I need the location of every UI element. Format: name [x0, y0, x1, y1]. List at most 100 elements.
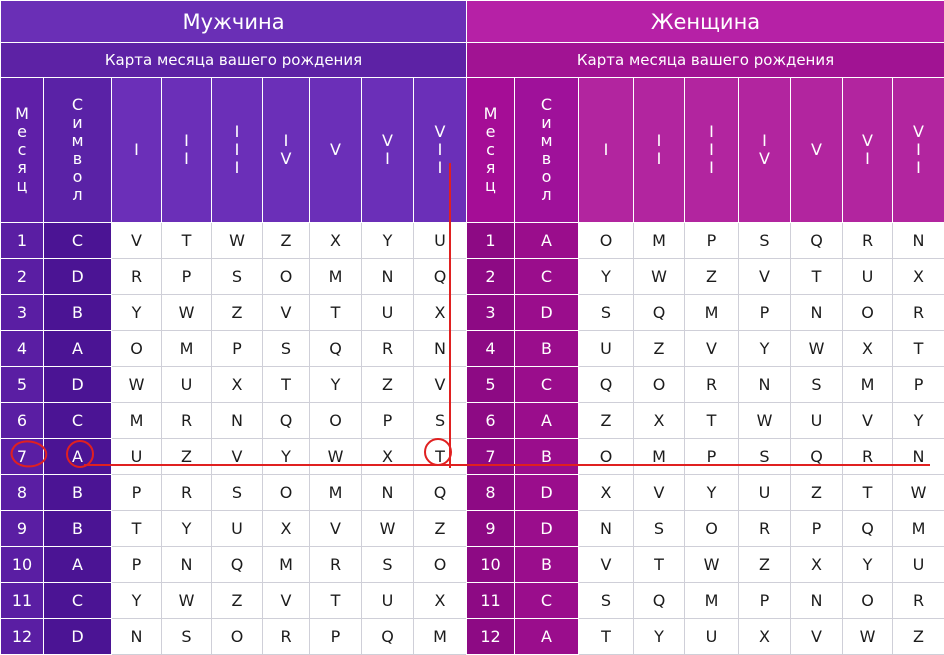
- women-letter-cell: W: [842, 618, 893, 655]
- men-month-cell: 9: [0, 510, 44, 547]
- women-letter-cell: Y: [891, 402, 944, 439]
- men-letter-cell: U: [211, 510, 263, 547]
- table-row: 10 B V T W Z X Y U: [466, 546, 944, 583]
- women-letter-cell: Y: [842, 546, 893, 583]
- women-letter-cell: N: [891, 222, 944, 259]
- women-symbol-cell: D: [514, 294, 579, 331]
- men-symbol-cell: D: [43, 258, 112, 295]
- women-letter-cell: R: [842, 438, 893, 475]
- table-row: 10 A P N Q M R S O: [0, 546, 468, 583]
- men-symbol-cell: A: [43, 438, 112, 475]
- men-letter-cell: O: [309, 402, 362, 439]
- men-symbol-cell: B: [43, 474, 112, 511]
- men-letter-cell: S: [262, 330, 310, 367]
- men-month-cell: 10: [0, 546, 44, 583]
- men-header-row: МесяцМесяцСимволСимволIIIIIIIIIIIIIVIVVV…: [0, 77, 468, 223]
- women-letter-cell: T: [684, 402, 739, 439]
- men-letter-cell: T: [262, 366, 310, 403]
- men-letter-cell: R: [161, 474, 212, 511]
- men-letter-cell: X: [361, 438, 414, 475]
- men-letter-cell: Q: [211, 546, 263, 583]
- men-letter-cell: N: [161, 546, 212, 583]
- women-letter-cell: P: [738, 294, 791, 331]
- men-letter-cell: S: [361, 546, 414, 583]
- men-title: Мужчина: [0, 0, 468, 43]
- men-letter-cell: O: [211, 618, 263, 655]
- women-letter-cell: M: [684, 582, 739, 619]
- women-letter-cell: V: [578, 546, 634, 583]
- women-month-cell: 10: [466, 546, 515, 583]
- women-letter-cell: Q: [790, 222, 843, 259]
- women-letter-cell: V: [842, 402, 893, 439]
- women-letter-cell: Q: [790, 438, 843, 475]
- men-letter-cell: P: [111, 546, 162, 583]
- women-symbol-cell: B: [514, 330, 579, 367]
- men-letter-cell: Q: [412, 258, 468, 295]
- men-letter-cell: W: [161, 294, 212, 331]
- men-symbol-header: СимволСимвол: [43, 77, 112, 223]
- men-letter-cell: V: [412, 366, 468, 403]
- women-letter-cell: P: [738, 582, 791, 619]
- men-letter-cell: N: [361, 474, 414, 511]
- men-letter-cell: Y: [111, 294, 162, 331]
- women-letter-cell: O: [842, 294, 893, 331]
- women-letter-cell: O: [578, 438, 634, 475]
- men-letter-cell: Q: [262, 402, 310, 439]
- men-letter-cell: W: [161, 582, 212, 619]
- women-month-cell: 12: [466, 618, 515, 655]
- women-symbol-cell: B: [514, 438, 579, 475]
- men-letter-cell: R: [161, 402, 212, 439]
- women-letter-cell: Q: [842, 510, 893, 547]
- women-letter-cell: U: [578, 330, 634, 367]
- men-month-cell: 5: [0, 366, 44, 403]
- men-letter-cell: X: [211, 366, 263, 403]
- table-row: 12 A T Y U X V W Z: [466, 618, 944, 655]
- men-letter-cell: Z: [211, 582, 263, 619]
- men-symbol-cell: C: [43, 222, 112, 259]
- men-month-cell: 6: [0, 402, 44, 439]
- women-letter-cell: X: [578, 474, 634, 511]
- women-letter-cell: U: [790, 402, 843, 439]
- men-letter-cell: N: [111, 618, 162, 655]
- women-letter-cell: M: [891, 510, 944, 547]
- men-letter-cell: T: [412, 438, 468, 475]
- men-letter-cell: M: [309, 474, 362, 511]
- women-month-cell: 8: [466, 474, 515, 511]
- women-letter-cell: T: [891, 330, 944, 367]
- women-letter-cell: U: [684, 618, 739, 655]
- men-month-cell: 3: [0, 294, 44, 331]
- men-letter-cell: Y: [361, 222, 414, 259]
- women-symbol-cell: A: [514, 222, 579, 259]
- women-letter-cell: V: [684, 330, 739, 367]
- men-letter-cell: W: [211, 222, 263, 259]
- men-letter-cell: O: [262, 474, 310, 511]
- women-letter-cell: X: [842, 330, 893, 367]
- men-month-cell: 8: [0, 474, 44, 511]
- women-letter-cell: Z: [891, 618, 944, 655]
- women-letter-cell: X: [891, 258, 944, 295]
- women-title: Женщина: [465, 0, 944, 43]
- women-column-header-7: VIIVII: [891, 77, 944, 223]
- men-column-header-7: VIIVII: [412, 77, 468, 223]
- women-letter-cell: Q: [578, 366, 634, 403]
- table-row: 12 D N S O R P Q M: [0, 618, 468, 655]
- women-month-cell: 7: [466, 438, 515, 475]
- men-letter-cell: M: [262, 546, 310, 583]
- men-month-cell: 7: [0, 438, 44, 475]
- women-letter-cell: R: [891, 582, 944, 619]
- women-symbol-cell: A: [514, 618, 579, 655]
- men-column-header-5: VV: [309, 77, 362, 223]
- women-letter-cell: S: [738, 222, 791, 259]
- women-symbol-cell: C: [514, 366, 579, 403]
- men-letter-cell: U: [361, 294, 414, 331]
- women-letter-cell: M: [684, 294, 739, 331]
